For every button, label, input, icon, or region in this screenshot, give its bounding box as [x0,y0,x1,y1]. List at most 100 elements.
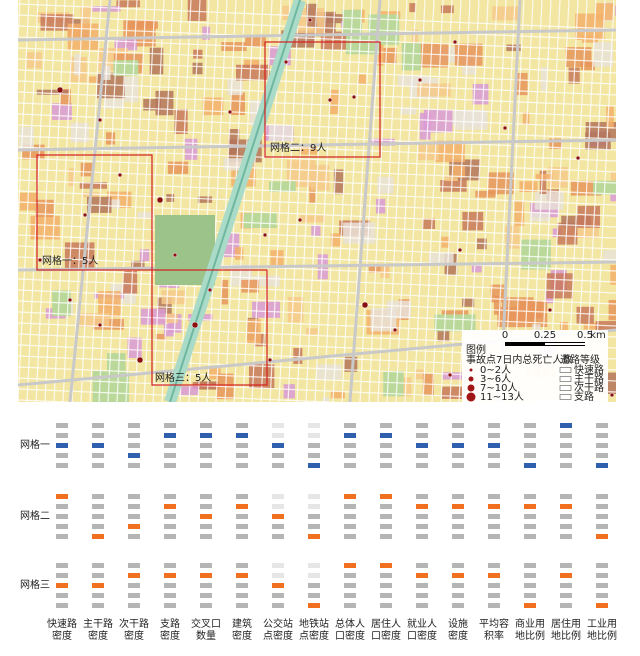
level-highlight [308,463,320,468]
accident-point [575,155,581,161]
level-bar [200,583,212,588]
street [18,91,616,118]
land-block [608,299,616,321]
level-bar [560,514,572,519]
land-block [163,323,174,337]
level-bar [308,573,320,578]
legend-size-symbol [466,392,476,402]
accident-point [172,252,178,258]
level-bar [416,514,428,519]
level-bar [200,463,212,468]
land-block [283,384,295,399]
street [413,0,435,402]
level-bar [452,603,464,608]
land-block [559,321,568,338]
street [431,0,453,402]
level-bar [596,514,608,519]
level-bar [308,583,320,588]
column-label: 交叉口 [191,617,221,630]
street [18,135,616,162]
level-bar [56,593,68,598]
accident-point [262,232,268,238]
street [18,0,39,402]
street [18,300,616,327]
land-block [514,201,525,226]
accident-point [37,257,43,263]
legend-road-symbol [559,385,572,391]
scale-label: km [590,330,606,341]
street [134,0,156,402]
level-highlight [200,433,212,438]
land-block [131,260,145,269]
land-block [282,5,290,21]
level-bar [488,494,500,499]
street [18,201,616,228]
street [18,223,616,250]
column-label: 地比例 [587,629,617,642]
level-bar [524,573,536,578]
legend-road-label: 快速路 [574,363,604,376]
column-label: 次干路 [119,617,149,630]
street [18,157,616,184]
map [18,0,616,402]
land-block [316,364,342,380]
level-bar [596,524,608,529]
level-bar [380,534,392,539]
land-block [36,89,69,95]
land-block [535,173,553,180]
legend-road-symbol [559,376,572,382]
column-label: 总体人 [335,617,365,630]
level-bar [308,423,320,428]
level-bar [128,463,140,468]
scale-bar-half [545,343,585,345]
level-bar [56,423,68,428]
land-block [540,67,547,91]
major-road [18,28,616,42]
level-bar [560,494,572,499]
land-block [40,14,74,31]
accident-point [156,196,164,204]
street [18,190,616,217]
accident-point [227,109,233,115]
street [269,0,291,402]
land-block [155,333,167,340]
street [18,278,616,305]
column-label: 积率 [484,629,504,642]
land-block [230,92,245,115]
legend-size-symbol [468,376,474,382]
land-block [88,76,104,83]
column-label: 地比例 [515,629,545,642]
street [386,0,408,402]
land-block [127,20,158,29]
level-bar [452,563,464,568]
level-bar [416,603,428,608]
column-label: 居住用 [551,617,581,630]
level-bar [236,443,248,448]
land-block [192,62,203,75]
level-highlight [200,573,212,578]
level-bar [92,463,104,468]
street [18,245,616,272]
grid-box [264,41,381,158]
land-block [92,6,121,12]
level-bar [128,423,140,428]
level-bar [272,563,284,568]
level-bar [416,534,428,539]
column-label: 密度 [52,629,72,642]
land-block [615,5,616,16]
level-bar [308,524,320,529]
level-bar [200,534,212,539]
street [18,124,616,151]
accident-point [547,307,553,313]
accident-point [417,77,423,83]
level-highlight [200,514,212,519]
level-bar [56,504,68,509]
level-bar [380,583,392,588]
level-bar [380,514,392,519]
level-bar [524,514,536,519]
land-block [322,397,330,402]
level-bar [524,494,536,499]
land-block [547,167,568,188]
land-block [539,170,547,195]
level-bar [128,443,140,448]
